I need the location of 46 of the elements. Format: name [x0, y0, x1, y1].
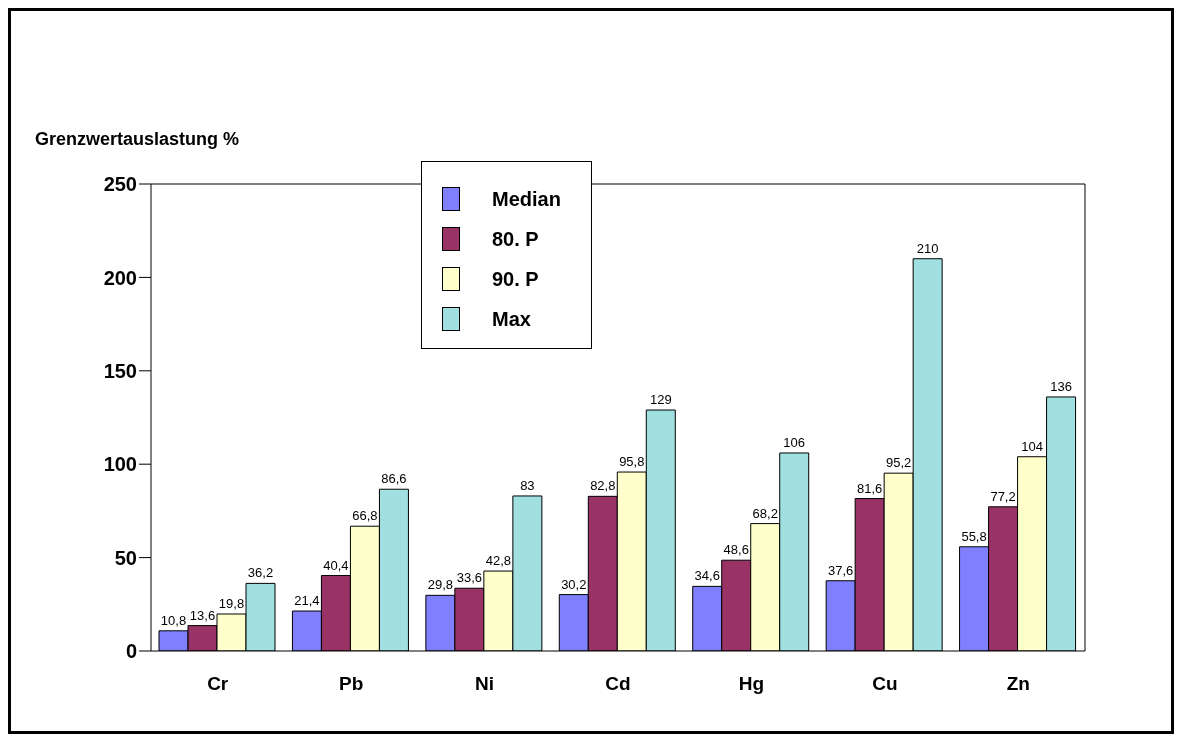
data-label: 81,6	[856, 480, 883, 496]
data-label: 42,8	[485, 553, 512, 569]
data-label: 21,4	[294, 593, 320, 609]
data-label: 13,6	[189, 607, 216, 623]
data-label: 136	[1050, 378, 1072, 394]
data-label: 129	[649, 392, 672, 408]
legend-label: 90. P	[492, 267, 539, 291]
y-tick-label: 200	[103, 266, 137, 289]
data-label: 66,8	[352, 508, 378, 524]
data-label: 37,6	[827, 562, 854, 578]
legend-label: Median	[492, 187, 561, 211]
data-label: 86,6	[381, 471, 407, 487]
data-label: 68,2	[752, 505, 778, 521]
data-label: 10,8	[160, 612, 187, 628]
y-tick-label: 0	[125, 640, 137, 663]
data-label: 82,8	[590, 478, 616, 494]
data-label: 34,6	[694, 568, 720, 584]
data-label: 40,4	[323, 557, 349, 573]
y-axis-title: Grenzwertauslastung %	[35, 129, 240, 150]
data-label: 95,8	[619, 454, 645, 470]
legend-label: 80. P	[492, 227, 539, 251]
data-label: 104	[1021, 438, 1043, 454]
data-label: 106	[783, 434, 806, 450]
y-tick-label: 250	[103, 173, 137, 196]
x-tick-label: Zn	[1006, 673, 1030, 695]
data-label: 29,8	[427, 577, 454, 593]
data-label: 36,2	[247, 565, 274, 581]
data-label: 48,6	[723, 542, 749, 558]
data-label: 95,2	[885, 455, 912, 471]
y-tick-label: 150	[103, 359, 137, 382]
data-label: 77,2	[990, 488, 1016, 504]
x-tick-label: Hg	[738, 673, 765, 695]
data-label: 33,6	[456, 570, 483, 586]
legend-label: Max	[492, 307, 531, 331]
y-tick-label: 100	[103, 453, 137, 476]
data-label: 19,8	[218, 596, 245, 612]
x-tick-label: Ni	[475, 673, 495, 695]
x-tick-label: Pb	[339, 673, 364, 695]
data-label: 55,8	[961, 528, 987, 544]
data-label: 83	[520, 477, 535, 493]
x-tick-label: Cd	[605, 673, 631, 695]
data-label: 210	[916, 240, 939, 256]
data-label: 30,2	[561, 576, 587, 592]
x-tick-label: Cr	[207, 673, 229, 695]
x-tick-label: Cu	[872, 673, 898, 695]
y-tick-label: 50	[114, 546, 137, 569]
